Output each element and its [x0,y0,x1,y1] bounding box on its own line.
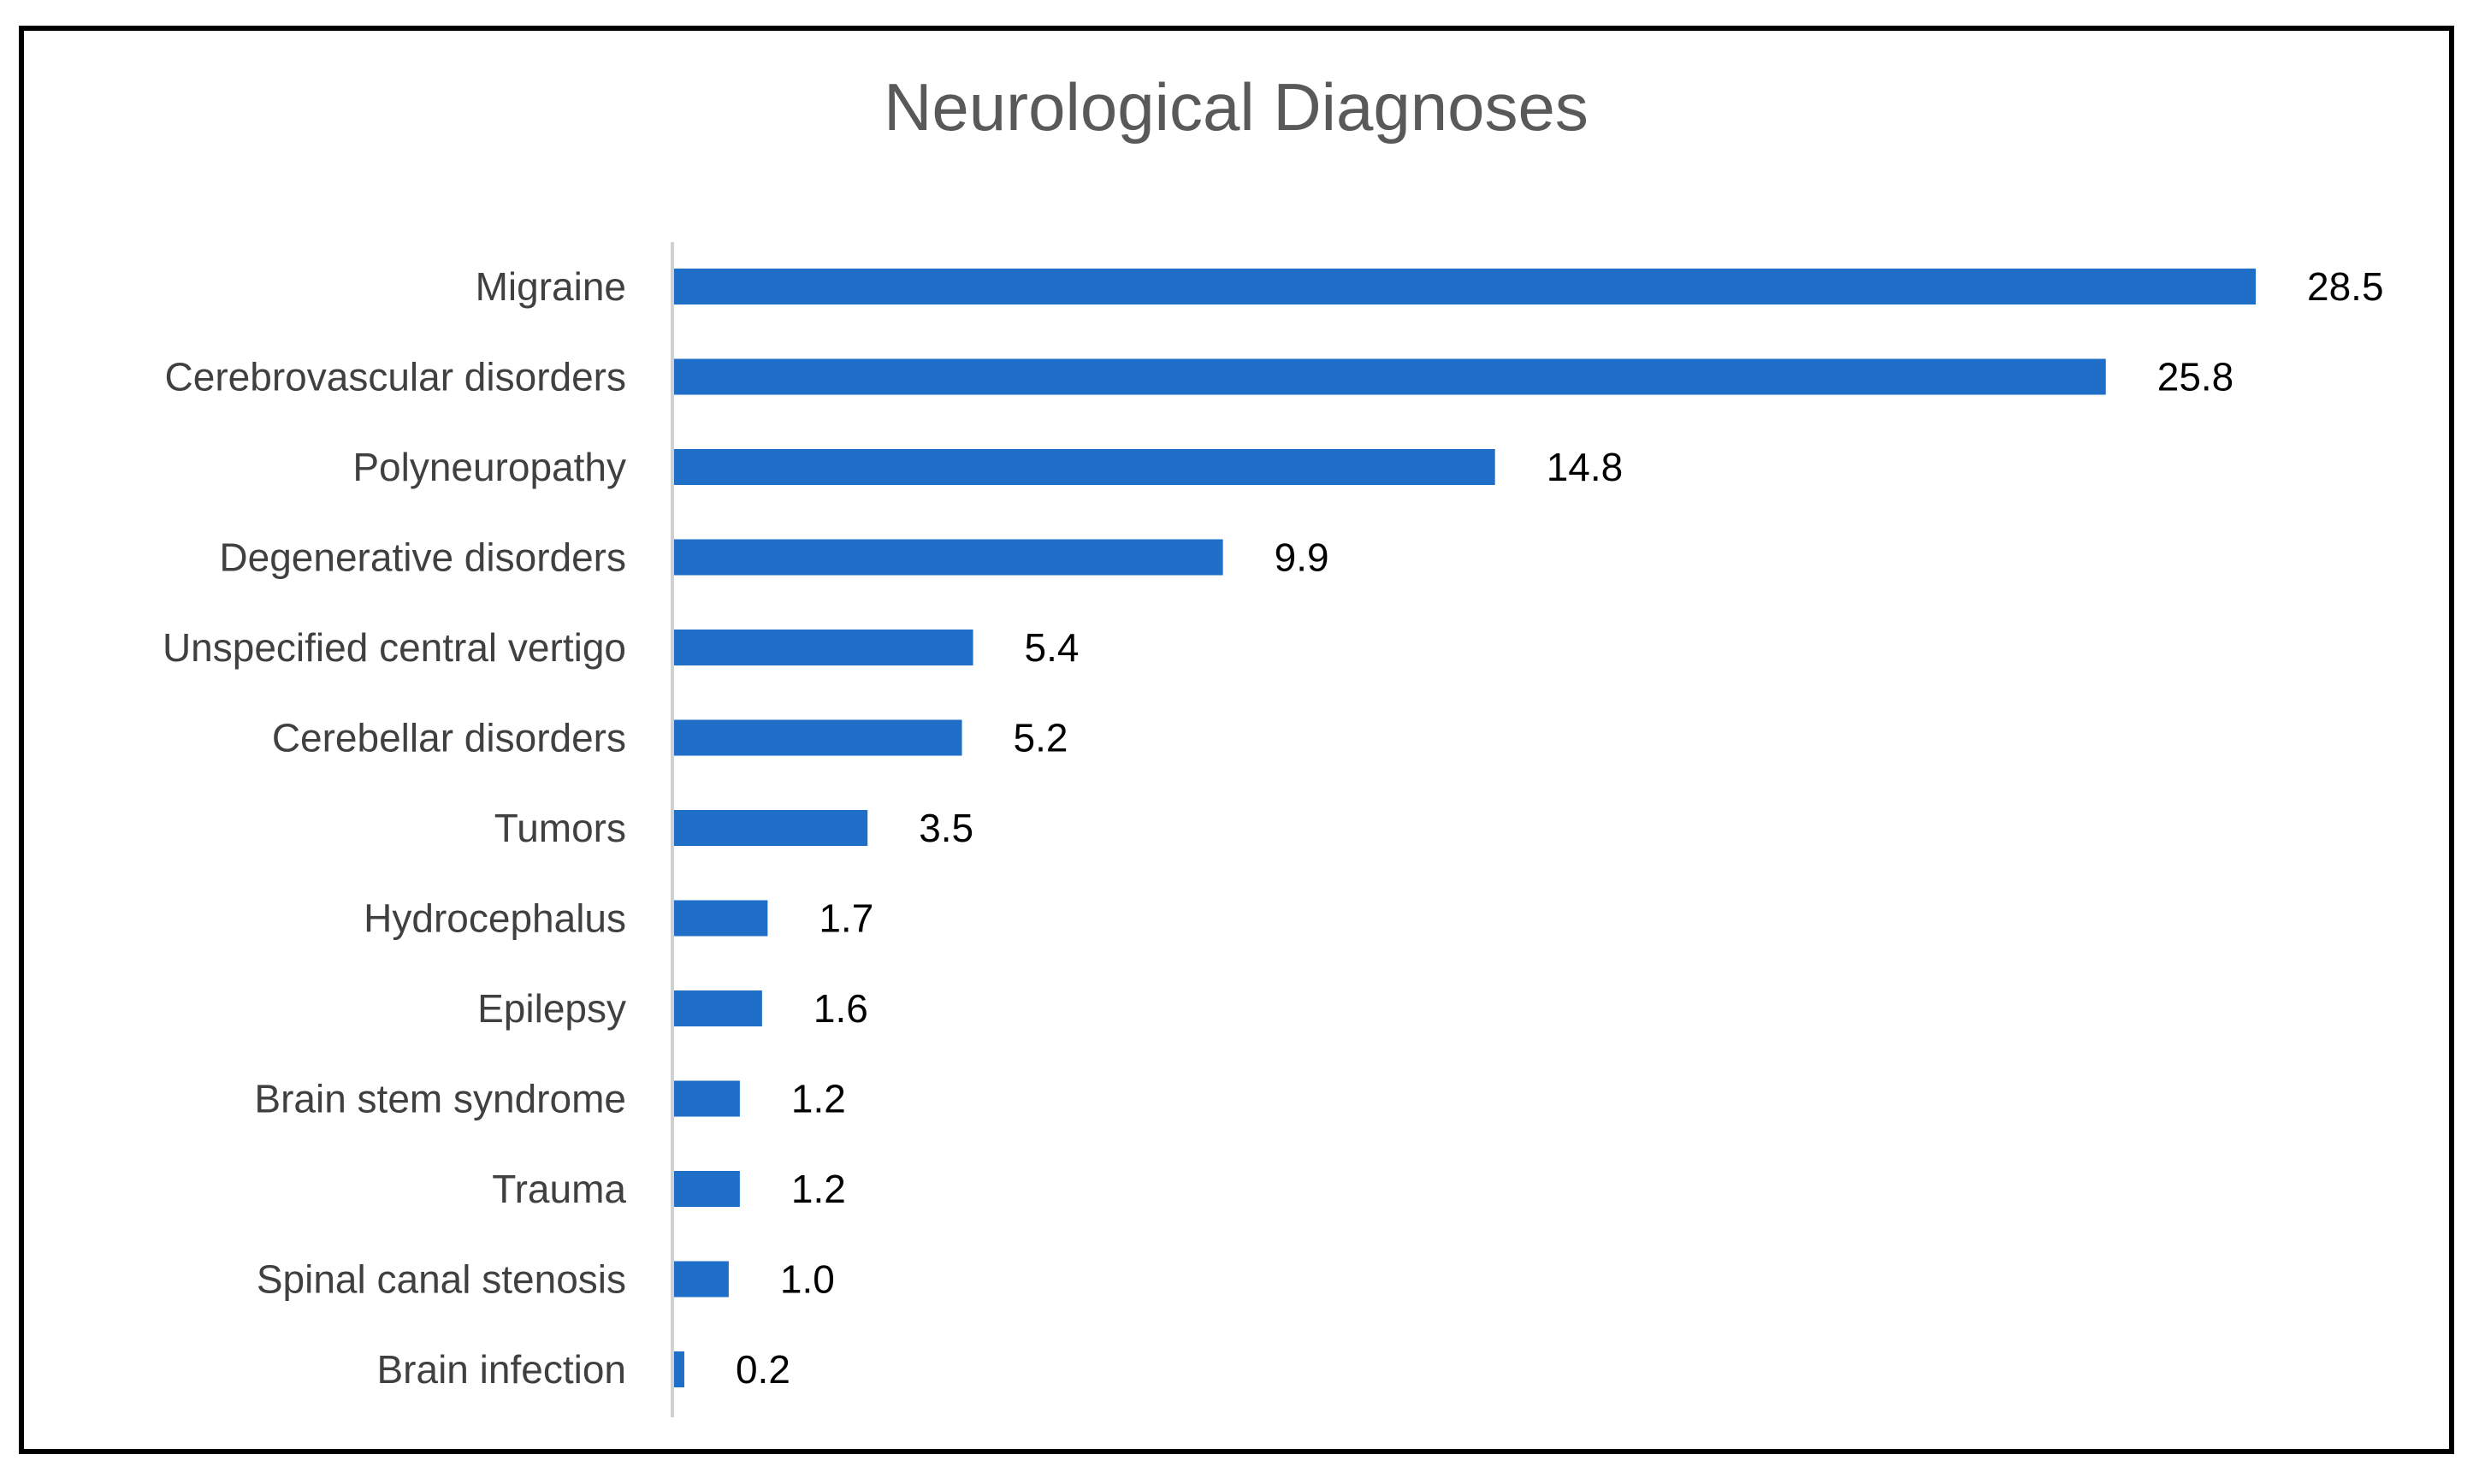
bar [673,358,2106,395]
chart-title: Neurological Diagnoses [884,69,1589,145]
data-label: 25.8 [2157,355,2234,399]
data-label: 28.5 [2307,264,2384,309]
data-label: 1.2 [791,1167,846,1211]
category-label: Brain infection [377,1347,627,1392]
data-label: 1.2 [791,1077,846,1121]
category-label: Tumors [494,806,626,850]
data-label: 1.6 [813,986,868,1031]
category-label: Trauma [492,1167,626,1211]
category-label: Hydrocephalus [364,896,626,941]
data-label: 5.2 [1014,716,1068,760]
bar [673,539,1223,576]
bar [673,719,962,756]
category-label: Unspecified central vertigo [163,625,626,670]
category-label: Epilepsy [477,986,626,1031]
data-label: 5.4 [1025,625,1080,670]
category-label: Cerebrovascular disorders [165,355,626,399]
bar [673,449,1495,485]
data-labels: 28.5 25.8 14.8 9.9 5.4 5.2 3.5 1.7 1.6 1.2 1.2 1.0 0… [736,264,2384,1392]
bar [673,1261,729,1298]
data-label: 1.7 [819,896,873,941]
bar [673,269,2256,304]
bar [673,810,868,846]
bar [673,1080,740,1117]
category-label: Degenerative disorders [219,535,626,580]
bar [673,1171,740,1207]
category-labels: Migraine Cerebrovascular disorders Polyneu… [163,264,626,1392]
bar [673,1351,684,1387]
chart-frame [19,26,2454,1454]
bars [673,269,2256,1387]
bar [673,990,762,1026]
category-label: Polyneuropathy [352,445,626,489]
category-label: Migraine [476,264,626,309]
data-label: 14.8 [1547,445,1624,489]
data-label: 1.0 [780,1257,835,1302]
data-label: 0.2 [736,1347,790,1392]
data-label: 3.5 [919,806,973,850]
category-label: Spinal canal stenosis [257,1257,626,1302]
category-label: Cerebellar disorders [272,716,626,760]
bar [673,900,768,937]
category-label: Brain stem syndrome [254,1077,626,1121]
data-label: 9.9 [1275,535,1329,580]
bar [673,630,973,665]
